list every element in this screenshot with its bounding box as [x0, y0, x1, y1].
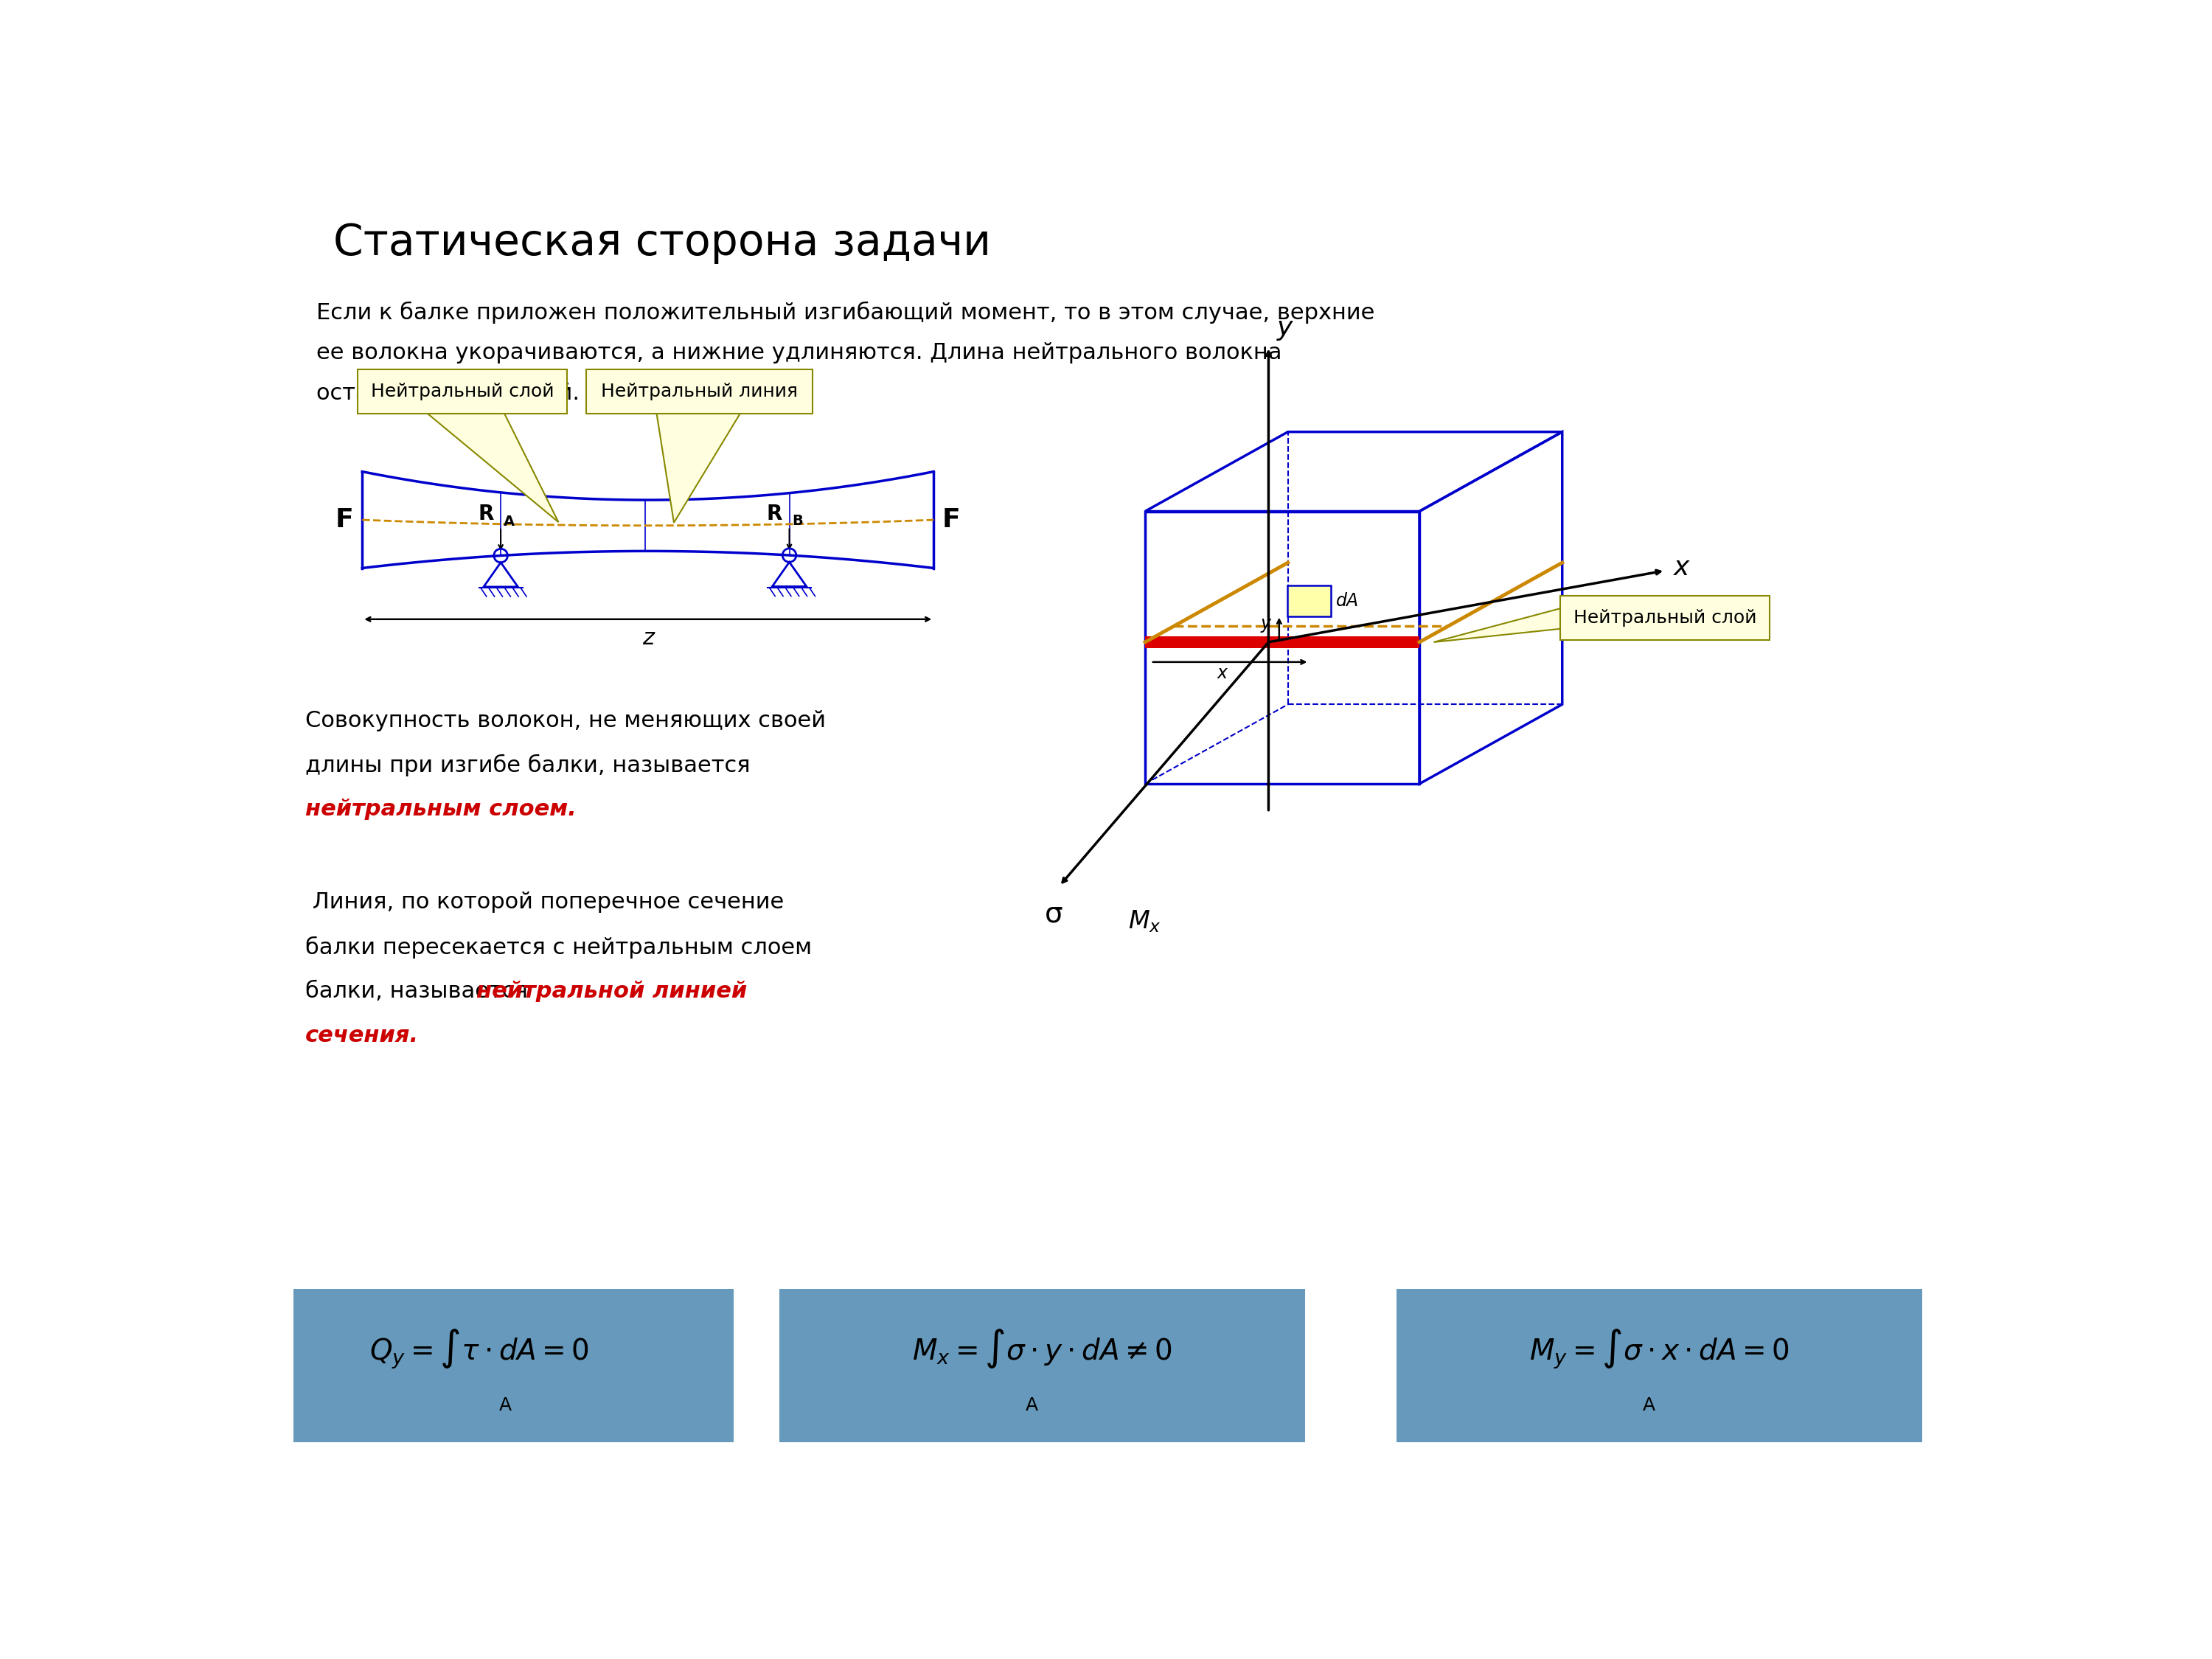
Text: R: R	[478, 504, 493, 524]
FancyBboxPatch shape	[358, 370, 566, 413]
Text: Линия, по которой поперечное сечение: Линия, по которой поперечное сечение	[305, 893, 783, 912]
Text: остается неизменной.: остается неизменной.	[316, 383, 580, 405]
Polygon shape	[1287, 586, 1332, 617]
FancyBboxPatch shape	[586, 370, 812, 413]
Text: A: A	[1644, 1397, 1655, 1415]
Text: F: F	[942, 508, 960, 533]
Text: балки пересекается с нейтральным слоем: балки пересекается с нейтральным слоем	[305, 936, 812, 959]
Text: ее волокна укорачиваются, а нижние удлиняются. Длина нейтрального волокна: ее волокна укорачиваются, а нижние удлин…	[316, 342, 1283, 363]
Text: y: y	[1276, 315, 1292, 342]
Polygon shape	[657, 410, 743, 523]
Text: Нейтральный слой: Нейтральный слой	[372, 383, 553, 400]
FancyBboxPatch shape	[294, 1289, 734, 1442]
Text: A: A	[1026, 1397, 1037, 1415]
Text: $M_y = \int \sigma \cdot x \cdot dA = 0$: $M_y = \int \sigma \cdot x \cdot dA = 0$	[1528, 1327, 1790, 1370]
Text: нейтральной линией: нейтральной линией	[476, 980, 748, 1002]
Text: $Q_y = \int \tau \cdot dA = 0$: $Q_y = \int \tau \cdot dA = 0$	[369, 1327, 588, 1370]
Text: нейтральным слоем.: нейтральным слоем.	[305, 798, 575, 820]
FancyBboxPatch shape	[779, 1289, 1305, 1442]
Text: $M_x = \int \sigma \cdot y \cdot dA \neq 0$: $M_x = \int \sigma \cdot y \cdot dA \neq…	[911, 1327, 1172, 1370]
Polygon shape	[422, 410, 557, 523]
Polygon shape	[1433, 607, 1566, 642]
Text: A: A	[504, 514, 515, 528]
Text: Нейтральный слой: Нейтральный слой	[1573, 609, 1756, 627]
Text: Если к балке приложен положительный изгибающий момент, то в этом случае, верхние: Если к балке приложен положительный изги…	[316, 302, 1376, 324]
FancyBboxPatch shape	[1559, 596, 1770, 640]
Text: длины при изгибе балки, называется: длины при изгибе балки, называется	[305, 755, 750, 776]
Text: z: z	[641, 627, 655, 649]
Text: Совокупность волокон, не меняющих своей: Совокупность волокон, не меняющих своей	[305, 710, 825, 732]
Text: σ: σ	[1044, 901, 1062, 929]
Text: x: x	[1674, 556, 1690, 581]
Text: y: y	[1261, 615, 1272, 632]
Text: F: F	[336, 508, 354, 533]
Text: $M_x$: $M_x$	[1128, 909, 1161, 934]
Text: Статическая сторона задачи: Статическая сторона задачи	[334, 222, 991, 264]
Text: Нейтральный линия: Нейтральный линия	[602, 383, 799, 400]
Text: B: B	[792, 514, 803, 528]
Text: R: R	[768, 503, 783, 524]
Text: dA: dA	[1336, 592, 1358, 611]
Text: x: x	[1217, 665, 1228, 682]
Text: балки, называется: балки, называется	[305, 980, 535, 1002]
Polygon shape	[1146, 637, 1420, 647]
Text: сечения.: сечения.	[305, 1025, 418, 1045]
Text: A: A	[498, 1397, 511, 1415]
FancyBboxPatch shape	[1396, 1289, 1922, 1442]
